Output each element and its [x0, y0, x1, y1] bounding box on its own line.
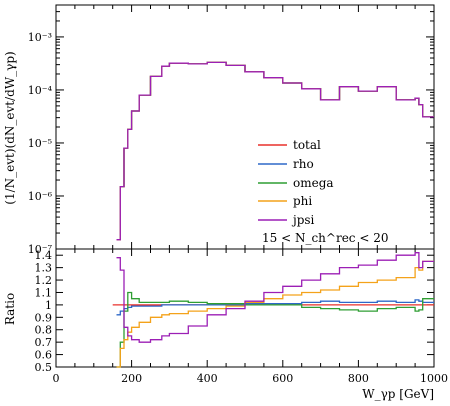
ratio-y-tick-label: 1 [45, 299, 52, 312]
x-tick-label: 400 [197, 372, 218, 385]
ratio-y-tick-label: 0.5 [35, 361, 53, 374]
ratio-y-tick-label: 0.8 [35, 324, 53, 337]
x-tick-label: 600 [272, 372, 293, 385]
ratio-y-tick-label: 1.3 [35, 262, 53, 275]
main-series-total [116, 61, 434, 241]
main-y-tick-label: 10⁻⁴ [28, 84, 53, 97]
main-y-ticks: 10⁻⁷ 10⁻⁶ 10⁻⁵ 10⁻⁴ 10⁻³ [28, 4, 435, 256]
ratio-series-jpsi [116, 252, 434, 343]
main-y-tick-label: 10⁻³ [28, 31, 52, 44]
ratio-y-tick-label: 0.7 [35, 336, 53, 349]
ratio-y-tick-label: 1.1 [35, 286, 53, 299]
main-y-tick-label: 10⁻⁶ [28, 190, 53, 203]
main-series-phi [116, 61, 434, 241]
main-y-tick-label: 10⁻⁷ [28, 243, 53, 256]
ratio-y-tick-label: 0.9 [35, 311, 53, 324]
ratio-series-rho [116, 299, 434, 316]
ratio-y-tick-label: 1.2 [35, 274, 53, 287]
legend-label-jpsi: jpsi [291, 213, 315, 227]
main-plot-frame [55, 4, 435, 250]
x-axis-label: W_γp [GeV] [362, 387, 434, 401]
main-series-rho [116, 61, 434, 241]
main-series-group [116, 61, 434, 241]
ratio-y-tick-label: 1.4 [35, 249, 53, 262]
legend-label-phi: phi [293, 194, 312, 208]
legend-label-total: total [293, 138, 321, 152]
legend-label-rho: rho [293, 157, 314, 171]
ratio-series-phi [116, 260, 434, 368]
ratio-series-group [112, 252, 434, 368]
main-series-omega [116, 61, 434, 241]
x-tick-label: 1000 [420, 372, 448, 385]
main-y-tick-label: 10⁻⁵ [28, 137, 52, 150]
legend: total rho omega phi jpsi 15 < N_ch^rec <… [258, 138, 388, 245]
main-series-jpsi [116, 61, 434, 241]
x-tick-label: 200 [121, 372, 142, 385]
x-tick-label: 800 [348, 372, 369, 385]
ratio-y-tick-label: 0.6 [35, 349, 53, 362]
legend-cut-label: 15 < N_ch^rec < 20 [262, 231, 388, 245]
legend-label-omega: omega [293, 176, 334, 190]
main-y-axis-label: (1/N_evt)(dN_evt/dW_γp) [3, 51, 17, 204]
x-tick-label: 0 [53, 372, 60, 385]
ratio-ticks: 0.50.60.70.80.911.11.21.31.4 0 200 400 600 80… [35, 249, 448, 385]
ratio-y-axis-label: Ratio [3, 293, 17, 325]
